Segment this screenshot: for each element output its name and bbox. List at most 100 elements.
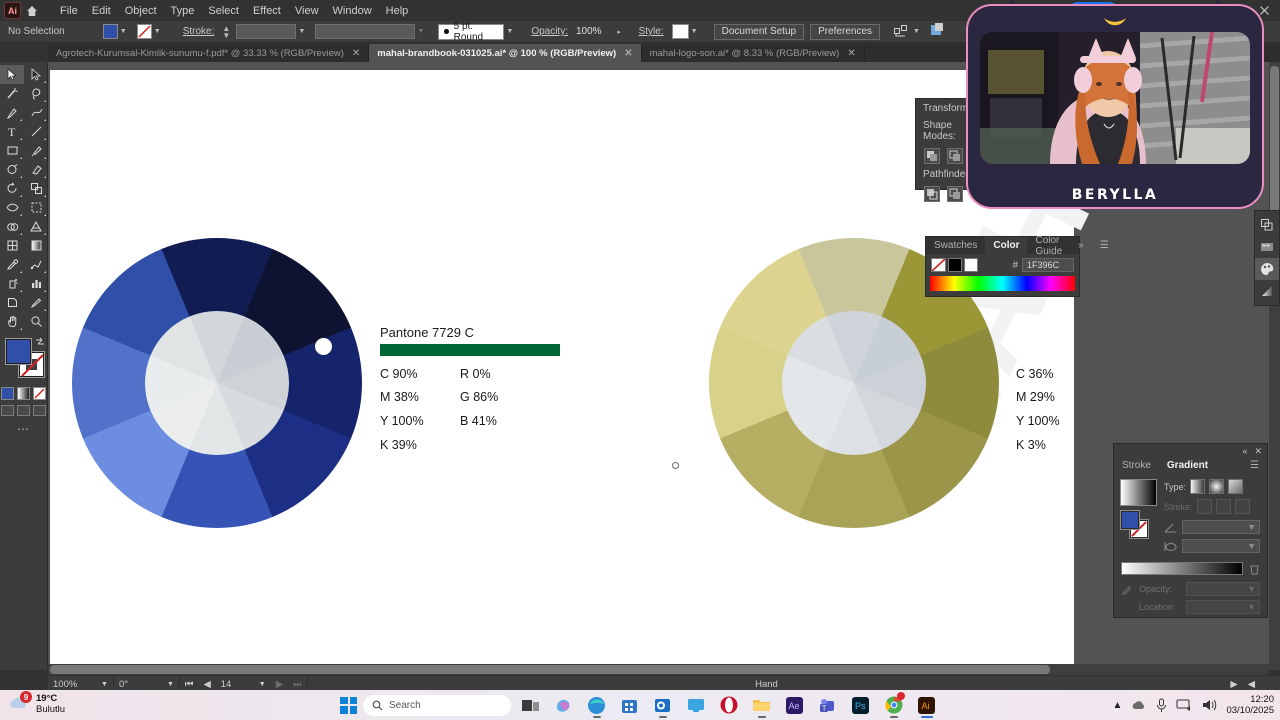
opacity-options-icon[interactable]: ▸ [617,28,621,36]
left-wheel-selection-dot[interactable] [315,338,332,355]
menu-item-window[interactable]: Window [332,4,372,17]
none-button[interactable] [33,387,46,400]
gradient-aspect-select[interactable]: ▼ [1182,539,1260,553]
white-swatch[interactable] [964,258,978,272]
document-tab[interactable]: Agrotech-Kurumsal-Kimlik-sunumu-f.pdf* @… [48,44,370,62]
scale-tool[interactable] [24,179,48,198]
taskbar-search[interactable]: Search [363,694,511,716]
status-play-icon[interactable]: ▶ [1230,678,1238,690]
zoom-level[interactable]: 100% [53,678,78,690]
first-artboard-button[interactable]: ⏮ [184,678,194,690]
gradient-rail-icon[interactable] [1255,280,1279,302]
curvature-tool[interactable] [24,103,48,122]
show-hidden-icons-chevron[interactable]: ▲ [1112,699,1123,711]
chevron-down-icon[interactable]: ▼ [258,680,266,688]
color-panel[interactable]: Swatches Color Color Guide » ☰ # 1F396C [925,234,1109,297]
document-setup-button[interactable]: Document Setup [713,23,805,40]
panel-menu-icon[interactable]: ☰ [1250,460,1259,471]
magic-wand-tool[interactable] [0,84,24,103]
stroke-across-button[interactable] [1234,499,1250,514]
opacity-value[interactable]: 100% [576,26,602,37]
rotate-tool[interactable] [0,179,24,198]
brush-definition[interactable]: 5 pt. Round [438,21,505,43]
shaper-tool[interactable] [0,160,24,179]
variable-width-profile[interactable] [315,24,416,39]
select-similar-control[interactable]: ▼ [894,24,922,39]
chevron-down-icon[interactable]: ▼ [506,28,514,35]
microsoft-store-icon[interactable] [616,690,643,720]
minus-front-button[interactable] [947,148,963,164]
volume-icon[interactable] [1201,698,1217,712]
hex-input[interactable]: 1F396C [1022,258,1074,272]
color-button[interactable] [1,387,14,400]
hand-tool[interactable] [0,312,24,331]
fill-color-control[interactable]: ▼ [102,24,129,39]
draw-behind-button[interactable] [17,405,30,416]
panel-overflow-icon[interactable]: » [1078,240,1084,251]
start-button-icon[interactable] [340,696,357,714]
delete-stop-icon[interactable] [1249,563,1260,575]
trim-button[interactable] [947,186,963,202]
menu-item-file[interactable]: File [60,4,78,17]
close-button[interactable] [1254,0,1274,21]
home-icon[interactable] [21,0,43,21]
selection-tool[interactable] [0,65,24,84]
tab-color-guide[interactable]: Color Guide [1035,234,1063,257]
gradient-panel[interactable]: « ✕ Stroke Gradient ☰ Type: [1113,443,1268,618]
transform-panel-title[interactable]: Transform [923,103,969,114]
align-panel-icon[interactable] [930,23,945,40]
stroke-within-button[interactable] [1196,499,1212,514]
none-swatch[interactable] [931,258,946,272]
outlook-icon[interactable] [649,690,676,720]
horizontal-scroll-thumb[interactable] [50,665,1050,674]
draw-inside-button[interactable] [33,405,46,416]
linear-gradient-button[interactable] [1190,479,1206,494]
gradient-button[interactable] [17,387,30,400]
chevron-down-icon[interactable]: ▼ [298,28,306,35]
menu-item-type[interactable]: Type [170,4,195,17]
display-settings-icon[interactable] [682,690,709,720]
divide-button[interactable] [924,186,940,202]
close-icon[interactable]: ✕ [351,47,361,59]
horizontal-scrollbar[interactable] [48,664,1269,675]
onedrive-icon[interactable] [1131,698,1147,712]
eyedropper-icon[interactable] [1121,583,1134,596]
menu-item-help[interactable]: Help [385,4,409,17]
menu-item-object[interactable]: Object [124,4,157,17]
gradient-fill-box[interactable] [1121,511,1139,529]
blend-tool[interactable] [24,255,48,274]
fill-swatch[interactable] [102,24,118,39]
pathfinder-rail-icon[interactable] [1255,214,1279,236]
zoom-tool[interactable] [24,312,48,331]
tab-swatches[interactable]: Swatches [934,240,978,251]
menu-item-effect[interactable]: Effect [252,4,281,17]
network-icon[interactable] [1176,698,1192,712]
tab-gradient[interactable]: Gradient [1158,457,1217,474]
line-segment-tool[interactable] [24,122,48,141]
direct-selection-tool[interactable] [24,65,48,84]
gradient-opacity-select[interactable]: ▼ [1186,582,1260,596]
gradient-angle-select[interactable]: ▼ [1182,520,1260,534]
taskview-icon[interactable] [517,690,544,720]
menu-item-edit[interactable]: Edit [91,4,111,17]
column-graph-tool[interactable] [24,274,48,293]
eyedropper-tool[interactable] [0,255,24,274]
illustrator-icon[interactable]: Ai [913,690,940,720]
chevron-down-icon[interactable]: ▼ [119,28,127,35]
document-tab-active[interactable]: mahal-brandbook-031025.ai* @ 100 % (RGB/… [369,44,642,62]
chevron-down-icon[interactable]: ▼ [166,680,174,688]
width-tool[interactable] [0,198,24,217]
collapse-icon[interactable]: « [1242,446,1248,456]
stroke-swatch[interactable] [136,24,152,39]
chevron-down-icon[interactable]: ▼ [690,28,698,35]
taskbar-clock[interactable]: 12:20 03/10/2025 [1226,694,1274,716]
gradient-preview[interactable] [1120,479,1157,506]
close-icon[interactable]: ✕ [624,47,633,59]
gradient-slider[interactable] [1121,562,1243,575]
freeform-gradient-button[interactable] [1228,479,1244,494]
weather-widget[interactable]: 9 19°C Bulutlu [8,691,65,715]
black-swatch[interactable] [948,258,962,272]
tab-stroke[interactable]: Stroke [1122,460,1151,471]
chrome-icon[interactable] [880,690,907,720]
artboard[interactable]: MAHAL Pantone 7729 C C 90% M 38% Y 100% … [50,62,1202,670]
